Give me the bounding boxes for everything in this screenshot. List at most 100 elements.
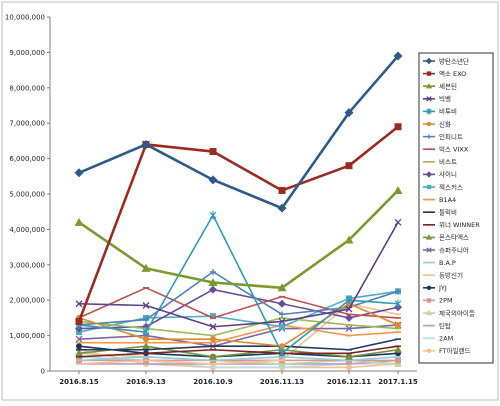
legend-item: 슈퍼주니어 (423, 245, 469, 254)
legend-label: 빅뱅 (439, 94, 451, 103)
data-point (208, 175, 218, 185)
data-point (75, 335, 83, 343)
legend-swatch-marker (426, 134, 432, 139)
legend-swatch-marker (425, 234, 433, 240)
series-line (79, 359, 399, 365)
series-line (79, 324, 399, 344)
series-group (74, 51, 403, 371)
legend-label: 방탄소년단 (439, 56, 469, 65)
data-point (209, 211, 217, 220)
data-point (394, 299, 402, 308)
data-point (210, 313, 216, 320)
data-point (279, 311, 285, 318)
data-point (278, 299, 286, 308)
data-point (395, 321, 401, 328)
series-2 (74, 185, 403, 292)
x-tick-label: 2016.9.13 (126, 378, 166, 386)
legend-label: 인피니트 (439, 132, 463, 141)
data-point (277, 283, 287, 292)
data-point (278, 317, 286, 325)
legend-label: 몬스타엑스 (439, 233, 469, 242)
legend-swatch-marker (426, 298, 432, 303)
legend-label: 젝스키스 (439, 182, 463, 191)
legend-label: 제국의아이들 (439, 308, 475, 317)
series-line (79, 338, 399, 351)
x-tick-label: 2016.10.9 (193, 378, 233, 386)
legend-label: 비스트 (439, 157, 457, 166)
x-tick-label: 2016.8.15 (59, 378, 99, 386)
data-point (75, 349, 83, 357)
y-tick-label: 5,000,000 (9, 191, 45, 199)
data-point (346, 364, 352, 371)
data-point (394, 123, 402, 131)
legend-swatch-marker (426, 285, 432, 290)
x-axis: 2016.8.15 2016.9.13 2016.10.9 2016.11.13 201… (59, 371, 418, 386)
series-line (78, 287, 399, 319)
legend-label: B.A.P (439, 259, 456, 267)
data-point (278, 186, 286, 194)
data-point (395, 288, 401, 295)
legend-swatch-marker (426, 348, 432, 353)
data-point (344, 108, 354, 118)
legend-item: 세븐틴 (423, 82, 457, 91)
legend-label: 슈퍼주니어 (439, 245, 469, 254)
series-line (78, 345, 399, 358)
data-point (209, 285, 217, 294)
data-point (278, 349, 286, 358)
data-point (141, 263, 151, 272)
data-point (345, 325, 353, 332)
data-point (75, 317, 83, 325)
legend-item: 빅뱅 (423, 94, 451, 103)
y-tick-label: 6,000,000 (9, 155, 45, 163)
legend-item: 인피니트 (423, 132, 463, 141)
legend-label: 신화 (439, 119, 451, 128)
data-point (143, 336, 149, 343)
data-point (279, 343, 285, 350)
legend-label: 2PM (439, 297, 453, 305)
x-tick-label: 2016.12.11 (327, 378, 371, 386)
legend-label: 동방신기 (439, 271, 463, 280)
data-point (142, 342, 150, 350)
data-point (209, 148, 217, 156)
series-line (78, 55, 399, 210)
series-line (78, 302, 399, 348)
x-tick-label: 2017.1.15 (378, 378, 418, 386)
y-tick-label: 3,000,000 (9, 261, 45, 269)
data-point (76, 343, 82, 350)
legend-item: 틀럭비 (423, 208, 457, 217)
legend-item: 젝스키스 (423, 182, 463, 191)
data-point (75, 300, 83, 308)
series-6 (76, 268, 401, 328)
data-point (393, 185, 403, 194)
series-line (78, 221, 399, 328)
legend-swatch-marker (425, 83, 433, 89)
data-point (141, 139, 151, 149)
data-point (143, 316, 149, 323)
data-point (209, 352, 217, 360)
legend-box (418, 52, 494, 364)
legend-item: B1A4 (423, 196, 456, 204)
legend-swatch-marker (425, 309, 433, 316)
data-point (210, 336, 216, 343)
data-point (394, 345, 402, 353)
legend-label: 비투비 (439, 107, 457, 116)
legend-item: 빅스 VIXX (423, 145, 469, 154)
data-point (208, 278, 218, 286)
data-point (345, 305, 353, 313)
y-tick-label: 8,000,000 (9, 84, 45, 92)
legend-item: 몬스타엑스 (423, 233, 469, 242)
data-point (394, 359, 402, 367)
series-line (78, 302, 399, 365)
y-tick-label: 9,000,000 (9, 49, 45, 57)
data-point (345, 162, 353, 170)
legend-label: B1A4 (439, 196, 456, 204)
legend-swatch-marker (426, 71, 432, 76)
legend-label: FT아일랜드 (439, 346, 471, 355)
legend-swatch-marker (426, 247, 432, 253)
legend-item: 샤이니 (423, 170, 457, 179)
series-line (78, 356, 399, 362)
legend-label: 샤이니 (439, 170, 457, 179)
legend-label: 틀럭비 (439, 208, 457, 217)
